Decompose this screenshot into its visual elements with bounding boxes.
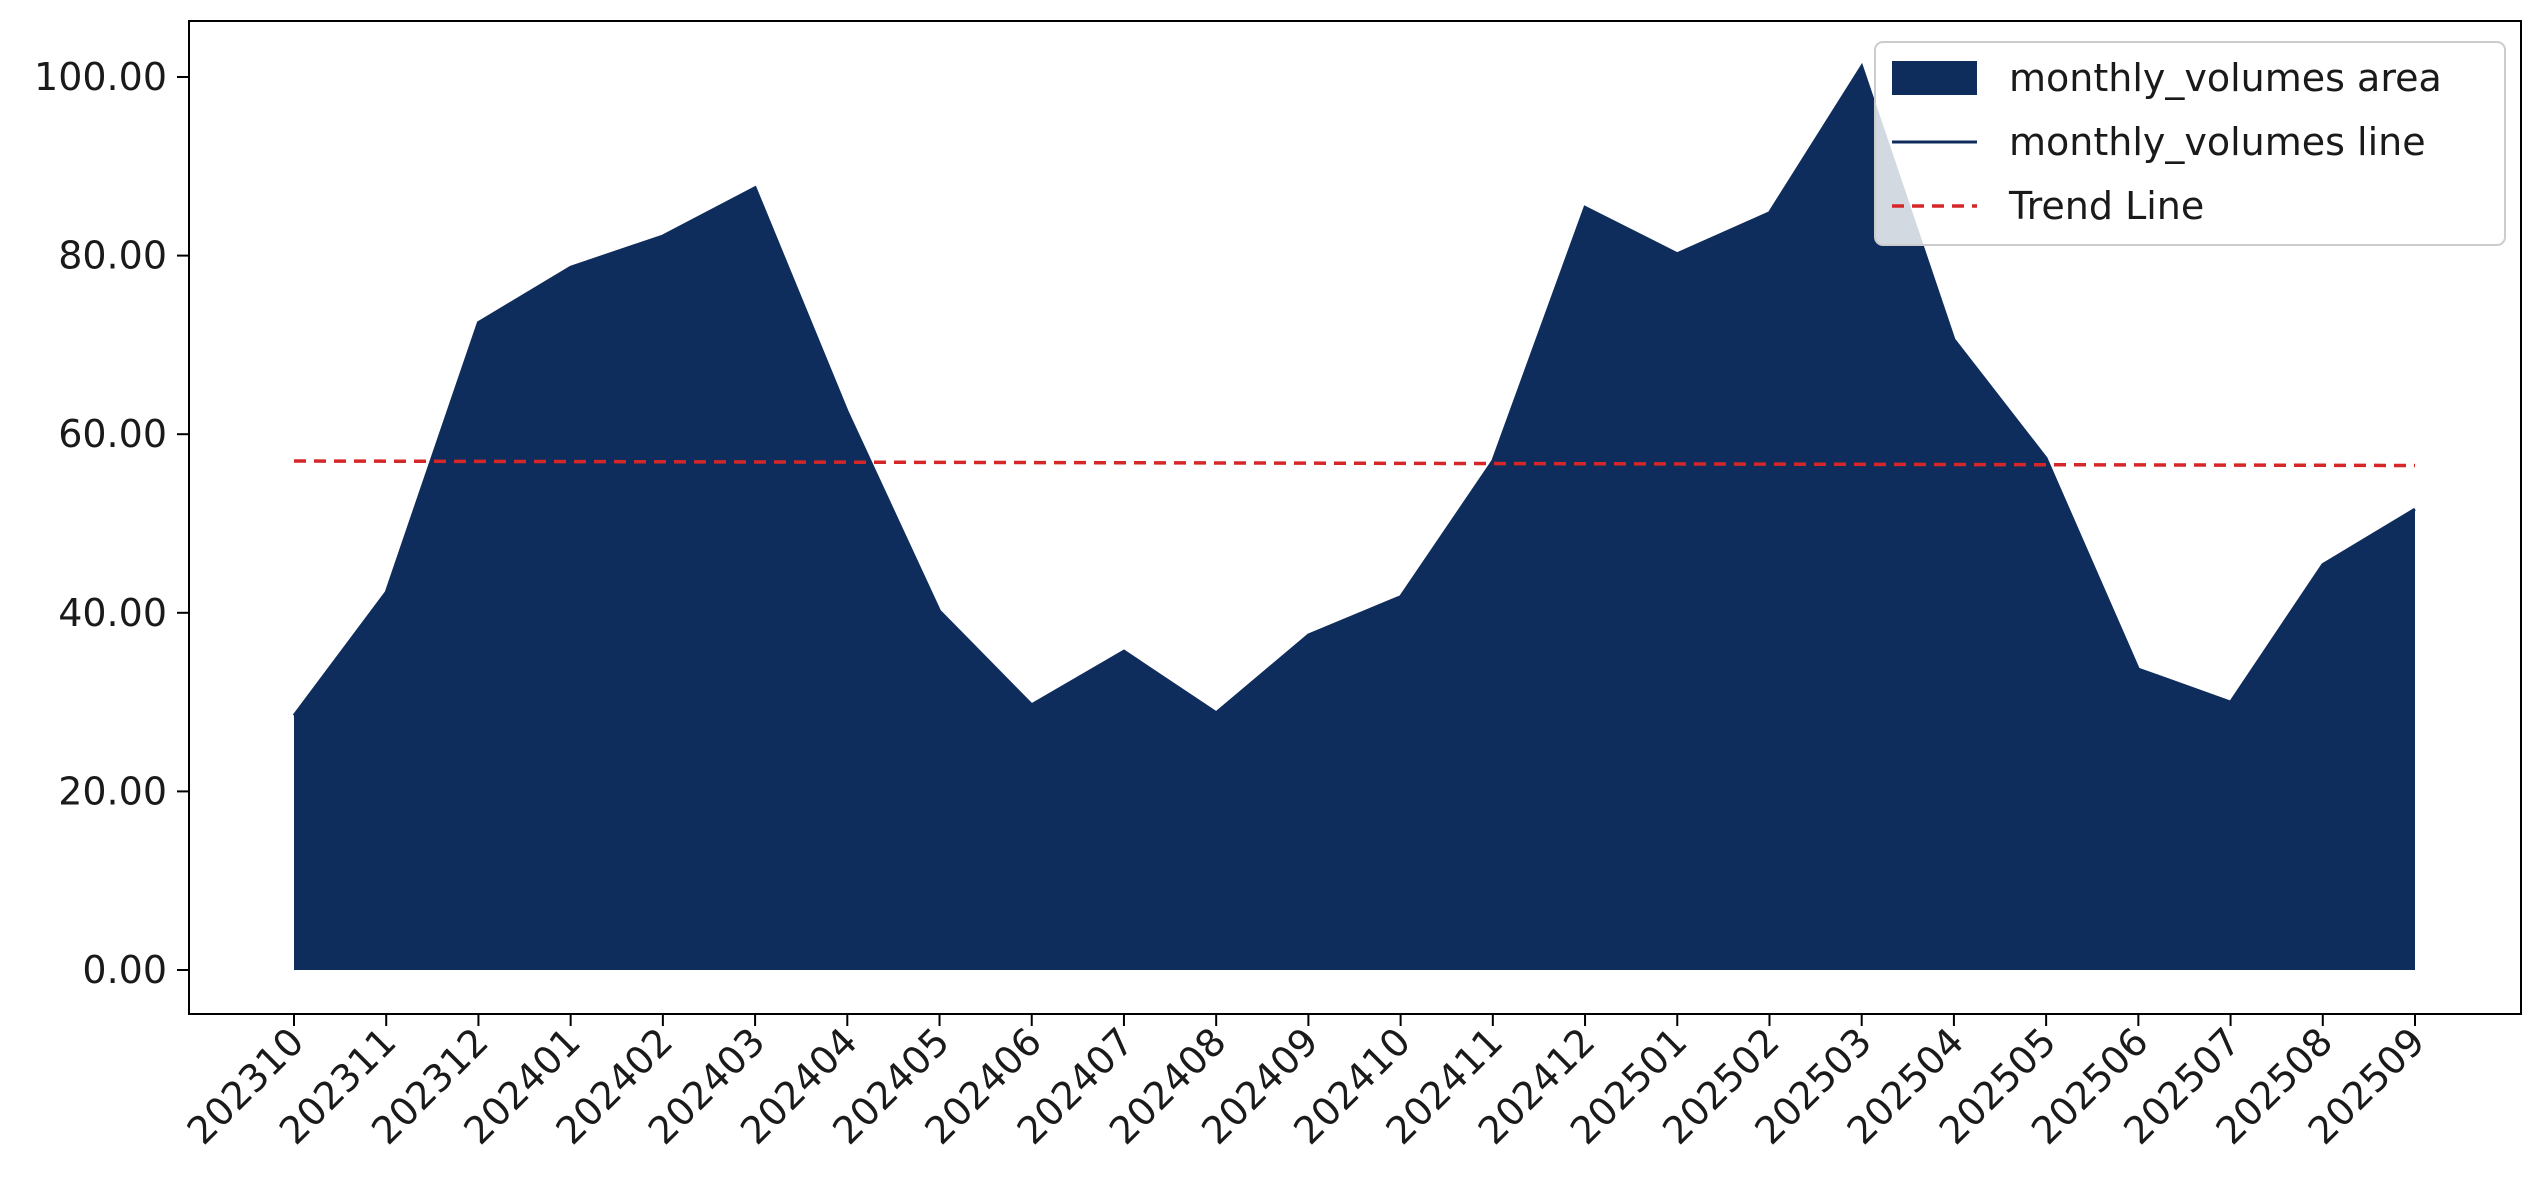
legend: monthly_volumes area monthly_volumes line… bbox=[1875, 42, 2505, 245]
y-tick-label: 40.00 bbox=[58, 591, 167, 635]
legend-label: monthly_volumes area bbox=[2009, 56, 2442, 100]
y-tick-label: 0.00 bbox=[82, 948, 167, 992]
y-tick-label: 60.00 bbox=[58, 412, 167, 456]
y-tick-label: 80.00 bbox=[58, 234, 167, 278]
legend-label: monthly_volumes line bbox=[2009, 120, 2426, 164]
legend-label: Trend Line bbox=[2008, 184, 2204, 228]
y-tick-label: 100.00 bbox=[34, 55, 167, 99]
legend-swatch-area bbox=[1892, 61, 1977, 95]
y-tick-label: 20.00 bbox=[58, 769, 167, 813]
